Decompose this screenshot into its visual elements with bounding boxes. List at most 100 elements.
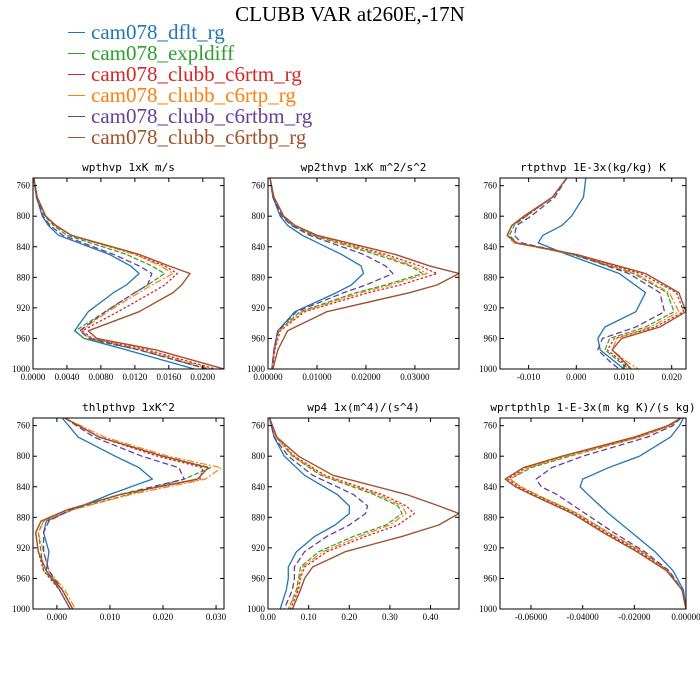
y-tick-label: 800 bbox=[252, 451, 266, 461]
series-line-5 bbox=[33, 178, 208, 369]
y-tick-label: 880 bbox=[17, 272, 31, 282]
y-tick-label: 840 bbox=[484, 242, 498, 252]
series-line-3 bbox=[33, 178, 216, 369]
y-tick-label: 920 bbox=[252, 303, 266, 313]
legend-item: cam078_expldiff bbox=[68, 43, 312, 64]
legend-label: cam078_dflt_rg bbox=[91, 20, 225, 44]
y-tick-label: 760 bbox=[252, 181, 266, 191]
series-line-6 bbox=[269, 178, 459, 369]
y-tick-label: 1000 bbox=[12, 364, 31, 374]
x-tick-label: -0.04000 bbox=[567, 612, 600, 622]
series-line-4 bbox=[269, 178, 428, 369]
series-line-1 bbox=[33, 178, 195, 369]
legend-item: cam078_clubb_c6rtbm_rg bbox=[68, 106, 312, 127]
x-tick-label: 0.020 bbox=[662, 372, 683, 382]
x-tick-label: 0.010 bbox=[100, 612, 121, 622]
y-tick-label: 960 bbox=[17, 573, 31, 583]
series-line-4 bbox=[33, 178, 212, 369]
legend-label: cam078_clubb_c6rtp_rg bbox=[91, 83, 296, 107]
x-tick-label: 0.0040 bbox=[55, 372, 80, 382]
x-tick-label: -0.02000 bbox=[618, 612, 651, 622]
legend-item: cam078_clubb_c6rtbp_rg bbox=[68, 127, 312, 148]
y-tick-label: 1000 bbox=[247, 364, 266, 374]
x-tick-label: 0.0160 bbox=[156, 372, 181, 382]
x-tick-label: 0.00000 bbox=[253, 372, 283, 382]
series-line-4 bbox=[509, 418, 686, 609]
series-line-2 bbox=[33, 178, 208, 369]
x-tick-label: 0.030 bbox=[206, 612, 227, 622]
y-tick-label: 880 bbox=[252, 512, 266, 522]
series-line-4 bbox=[37, 418, 222, 609]
x-tick-label: 0.01000 bbox=[302, 372, 332, 382]
y-tick-label: 960 bbox=[484, 573, 498, 583]
panel-3: rtpthvp 1E-3x(kg/kg) K 760 800 840 880 920 960… bbox=[479, 161, 687, 382]
x-tick-label: 0.0120 bbox=[122, 372, 147, 382]
series-line-1 bbox=[268, 418, 350, 609]
legend-item: cam078_clubb_c6rtm_rg bbox=[68, 64, 312, 85]
y-tick-label: 800 bbox=[17, 451, 31, 461]
plot-frame bbox=[499, 417, 687, 610]
series-line-6 bbox=[268, 418, 459, 609]
y-tick-label: 840 bbox=[17, 482, 31, 492]
y-tick-label: 800 bbox=[484, 211, 498, 221]
legend-swatch bbox=[68, 95, 85, 96]
x-tick-label: 0.03000 bbox=[400, 372, 430, 382]
legend-label: cam078_expldiff bbox=[91, 41, 235, 65]
y-tick-label: 960 bbox=[252, 573, 266, 583]
y-tick-label: 880 bbox=[17, 512, 31, 522]
panel-5: wp4 1x(m^4)/(s^4)76080084088092096010000… bbox=[247, 401, 460, 622]
y-tick-label: 920 bbox=[17, 303, 31, 313]
legend-swatch bbox=[68, 32, 85, 33]
x-tick-label: 0.0080 bbox=[89, 372, 114, 382]
y-tick-label: 1000 bbox=[247, 604, 266, 614]
panel-title: rtpthvp 1E-3x(kg/kg) K bbox=[520, 161, 666, 174]
y-tick-label: 800 bbox=[17, 211, 31, 221]
plot-frame bbox=[267, 177, 460, 370]
x-tick-label: -0.06000 bbox=[515, 612, 548, 622]
y-tick-label: 840 bbox=[252, 242, 266, 252]
x-tick-label: 0.20 bbox=[341, 612, 357, 622]
series-line-2 bbox=[269, 418, 403, 609]
y-tick-label: 840 bbox=[252, 482, 266, 492]
panel-2: wp2thvp 1xK m^2/s^2 760 800 840 880 920 960 100… bbox=[247, 161, 460, 382]
series-line-3 bbox=[506, 178, 685, 369]
x-tick-label: 0.000 bbox=[47, 612, 68, 622]
panel-1: wpthvp 1xK m/s76080084088092096010000.00… bbox=[12, 161, 225, 382]
y-tick-label: 1000 bbox=[479, 364, 498, 374]
panel-title: wprtpthlp 1-E-3x(m kg K)/(s kg) bbox=[490, 401, 695, 414]
panel-4: thlpthvp 1xK^2 760 800 840 880 920 960 1000 0.00… bbox=[12, 401, 227, 622]
x-tick-label: 0.10 bbox=[301, 612, 317, 622]
y-tick-label: 840 bbox=[484, 482, 498, 492]
panel-title: wpthvp 1xK m/s bbox=[82, 161, 175, 174]
y-tick-label: 760 bbox=[17, 181, 31, 191]
y-tick-label: 800 bbox=[252, 211, 266, 221]
x-tick-label: 0.30 bbox=[382, 612, 398, 622]
legend-label: cam078_clubb_c6rtbp_rg bbox=[91, 125, 307, 149]
x-tick-label: 0.0000 bbox=[21, 372, 46, 382]
x-tick-label: 0.00 bbox=[260, 612, 276, 622]
y-tick-label: 880 bbox=[252, 272, 266, 282]
y-tick-label: 1000 bbox=[12, 604, 31, 614]
y-tick-label: 920 bbox=[252, 543, 266, 553]
y-tick-label: 880 bbox=[484, 272, 498, 282]
legend-item: cam078_dflt_rg bbox=[68, 22, 312, 43]
legend-swatch bbox=[68, 116, 85, 117]
x-tick-label: -0.010 bbox=[517, 372, 541, 382]
y-tick-label: 760 bbox=[17, 421, 31, 431]
series-line-6 bbox=[33, 178, 224, 369]
y-tick-label: 760 bbox=[252, 421, 266, 431]
legend-item: cam078_clubb_c6rtp_rg bbox=[68, 85, 312, 106]
series-line-3 bbox=[268, 418, 415, 609]
y-tick-label: 800 bbox=[484, 451, 498, 461]
series-line-6 bbox=[506, 178, 686, 369]
legend-swatch bbox=[68, 137, 85, 138]
y-tick-label: 760 bbox=[484, 421, 498, 431]
x-tick-label: 0.40 bbox=[423, 612, 439, 622]
series-line-5 bbox=[268, 418, 369, 609]
panel-title: thlpthvp 1xK^2 bbox=[82, 401, 175, 414]
x-tick-label: 0.0200 bbox=[190, 372, 215, 382]
x-tick-label: 0.010 bbox=[614, 372, 635, 382]
series-line-6 bbox=[504, 418, 686, 609]
